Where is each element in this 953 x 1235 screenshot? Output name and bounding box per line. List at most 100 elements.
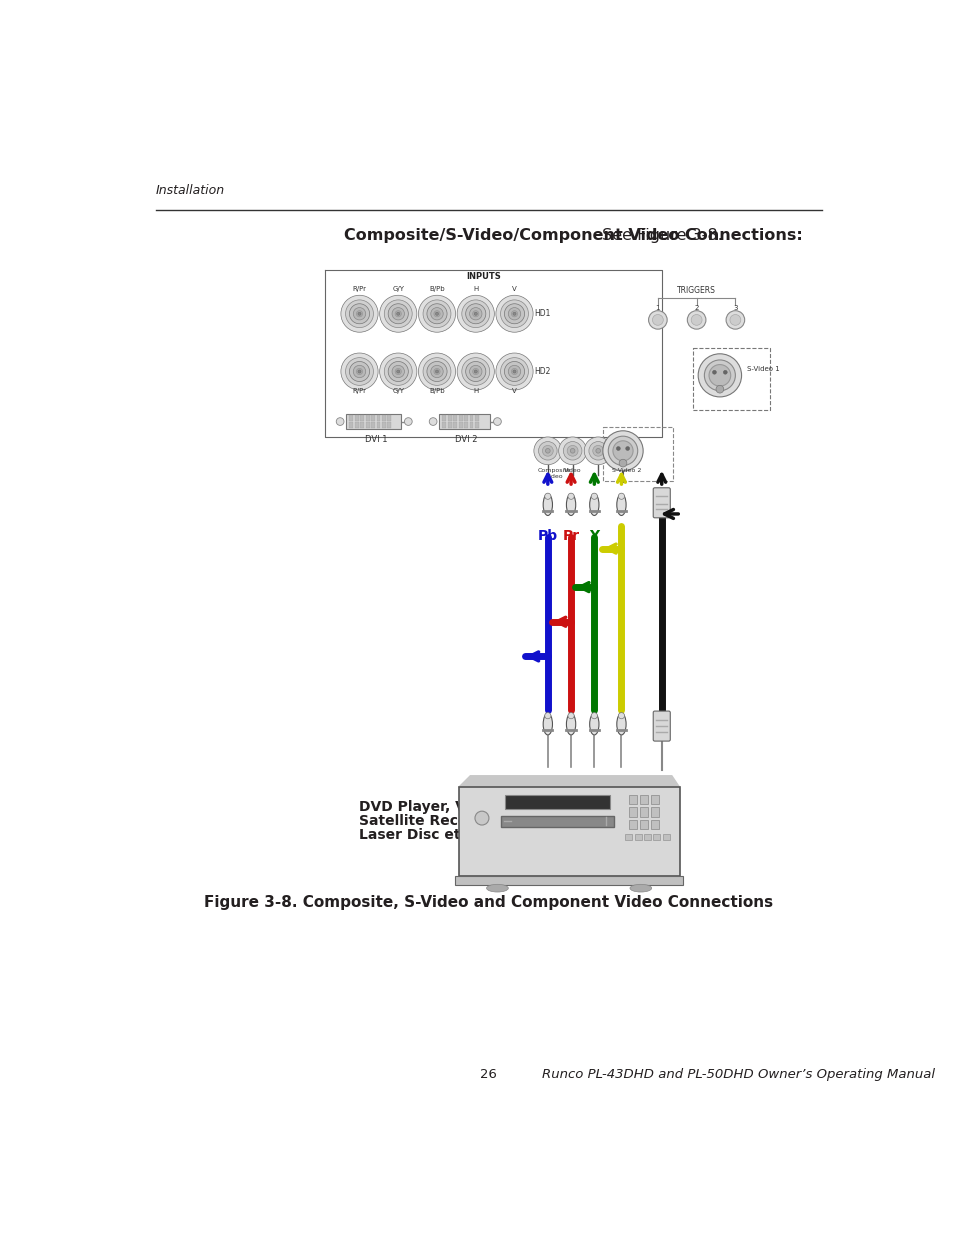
- Circle shape: [404, 417, 412, 425]
- Text: Pr: Pr: [562, 530, 579, 543]
- Circle shape: [725, 311, 744, 330]
- Circle shape: [431, 308, 443, 320]
- Circle shape: [698, 353, 740, 396]
- FancyBboxPatch shape: [653, 711, 670, 741]
- Circle shape: [570, 448, 575, 453]
- Text: S-Video 2: S-Video 2: [612, 468, 640, 473]
- Circle shape: [652, 315, 662, 325]
- Circle shape: [722, 370, 726, 374]
- Ellipse shape: [617, 714, 625, 735]
- Ellipse shape: [486, 884, 508, 892]
- Bar: [629, 808, 637, 816]
- Bar: [458, 422, 462, 427]
- Circle shape: [729, 315, 740, 325]
- Bar: [381, 415, 385, 421]
- Circle shape: [588, 442, 607, 461]
- Circle shape: [544, 713, 550, 719]
- Bar: [639, 795, 647, 804]
- Circle shape: [435, 312, 438, 315]
- Circle shape: [475, 811, 488, 825]
- Bar: [365, 422, 369, 427]
- Circle shape: [567, 713, 574, 719]
- Circle shape: [395, 368, 401, 374]
- Circle shape: [396, 370, 399, 373]
- Text: Installation: Installation: [155, 184, 225, 198]
- Circle shape: [422, 358, 451, 385]
- Circle shape: [686, 311, 705, 330]
- Circle shape: [508, 308, 520, 320]
- Circle shape: [703, 359, 735, 390]
- Text: TRIGGERS: TRIGGERS: [677, 287, 716, 295]
- Circle shape: [335, 417, 344, 425]
- Text: G/Y: G/Y: [392, 388, 404, 394]
- Bar: [469, 422, 473, 427]
- Circle shape: [465, 362, 485, 382]
- Circle shape: [625, 447, 629, 451]
- Circle shape: [469, 308, 481, 320]
- Ellipse shape: [566, 714, 575, 735]
- Bar: [692, 348, 769, 410]
- Circle shape: [345, 300, 373, 327]
- Ellipse shape: [566, 494, 575, 515]
- Text: B/Pb: B/Pb: [429, 388, 444, 394]
- Circle shape: [353, 366, 365, 378]
- Bar: [505, 795, 609, 809]
- Bar: [365, 415, 369, 421]
- Bar: [464, 415, 468, 421]
- Bar: [439, 414, 489, 430]
- Circle shape: [712, 370, 716, 374]
- Circle shape: [465, 304, 485, 324]
- Ellipse shape: [617, 494, 625, 515]
- Circle shape: [340, 295, 377, 332]
- Circle shape: [544, 493, 550, 499]
- Bar: [453, 415, 456, 421]
- Circle shape: [583, 437, 612, 464]
- Bar: [469, 415, 473, 421]
- Circle shape: [396, 312, 399, 315]
- Circle shape: [384, 358, 412, 385]
- Circle shape: [504, 304, 524, 324]
- Circle shape: [435, 370, 438, 373]
- Text: G/Y: G/Y: [392, 287, 404, 293]
- Circle shape: [456, 295, 494, 332]
- Circle shape: [472, 311, 478, 317]
- Circle shape: [395, 311, 401, 317]
- Circle shape: [534, 437, 561, 464]
- Text: DVD Player, VCR,: DVD Player, VCR,: [359, 800, 493, 814]
- Bar: [661, 834, 669, 840]
- Circle shape: [618, 493, 624, 499]
- Bar: [643, 834, 650, 840]
- Circle shape: [562, 442, 581, 461]
- Text: 26: 26: [480, 1068, 497, 1082]
- Bar: [458, 787, 679, 876]
- Circle shape: [612, 441, 633, 461]
- Bar: [387, 415, 391, 421]
- Bar: [653, 834, 659, 840]
- Circle shape: [500, 358, 528, 385]
- Circle shape: [558, 437, 586, 464]
- Bar: [355, 415, 358, 421]
- Ellipse shape: [589, 714, 598, 735]
- Circle shape: [384, 300, 412, 327]
- Bar: [360, 422, 364, 427]
- Circle shape: [356, 311, 362, 317]
- Ellipse shape: [589, 494, 598, 515]
- Circle shape: [345, 358, 373, 385]
- Circle shape: [602, 431, 642, 471]
- Circle shape: [418, 353, 456, 390]
- Circle shape: [392, 308, 404, 320]
- Text: Y: Y: [589, 530, 598, 543]
- Circle shape: [461, 300, 489, 327]
- Circle shape: [511, 311, 517, 317]
- Circle shape: [537, 442, 557, 461]
- Text: See Figure 3-8.: See Figure 3-8.: [596, 227, 721, 243]
- Text: DVI 2: DVI 2: [455, 436, 477, 445]
- Bar: [500, 816, 613, 826]
- Polygon shape: [458, 776, 679, 787]
- Text: H: H: [473, 388, 477, 394]
- Bar: [634, 834, 641, 840]
- Bar: [458, 415, 462, 421]
- Text: 2: 2: [694, 305, 699, 310]
- Circle shape: [567, 493, 574, 499]
- Bar: [475, 422, 478, 427]
